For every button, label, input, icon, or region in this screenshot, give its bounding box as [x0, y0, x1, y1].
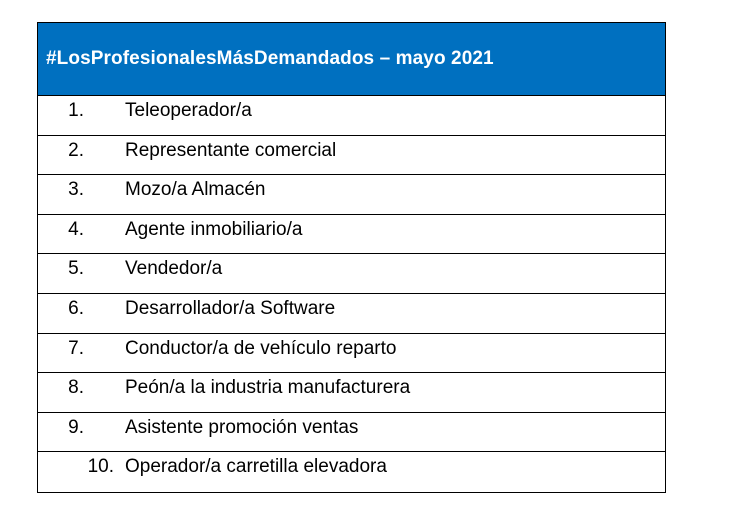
table-row: 8. Peón/a la industria manufacturera: [38, 373, 665, 413]
row-label: Agente inmobiliario/a: [125, 218, 303, 240]
row-label: Vendedor/a: [125, 258, 223, 280]
row-number: 3.: [68, 179, 84, 201]
row-label: Asistente promoción ventas: [125, 416, 359, 438]
table-row: 4. Agente inmobiliario/a: [38, 215, 665, 255]
row-number: 6.: [68, 297, 84, 319]
table-body: 1. Teleoperador/a 2. Representante comercia…: [38, 96, 665, 492]
table-header: #LosProfesionalesMásDemandados – mayo 20…: [38, 23, 665, 96]
row-number: 10.: [87, 456, 114, 478]
row-label: Representante comercial: [125, 139, 337, 161]
table-row: 1. Teleoperador/a: [38, 96, 665, 136]
row-number: 5.: [68, 258, 84, 280]
table-row: 10. Operador/a carretilla elevadora: [38, 452, 665, 492]
row-number: 4.: [68, 218, 84, 240]
table-row: 3. Mozo/a Almacén: [38, 175, 665, 215]
table-row: 9. Asistente promoción ventas: [38, 413, 665, 453]
row-label: Peón/a la industria manufacturera: [125, 377, 411, 399]
row-number: 8.: [68, 377, 84, 399]
ranking-table: #LosProfesionalesMásDemandados – mayo 20…: [37, 22, 666, 493]
table-title: #LosProfesionalesMásDemandados – mayo 20…: [46, 48, 494, 69]
row-label: Desarrollador/a Software: [125, 297, 336, 319]
table-row: 5. Vendedor/a: [38, 254, 665, 294]
row-label: Teleoperador/a: [125, 100, 252, 121]
table-row: 6. Desarrollador/a Software: [38, 294, 665, 334]
row-label: Mozo/a Almacén: [125, 179, 266, 201]
row-number: 1.: [68, 100, 84, 121]
table-row: 7. Conductor/a de vehículo reparto: [38, 334, 665, 374]
table-row: 2. Representante comercial: [38, 136, 665, 176]
row-label: Conductor/a de vehículo reparto: [125, 337, 397, 359]
row-number: 9.: [68, 416, 84, 438]
row-label: Operador/a carretilla elevadora: [125, 456, 387, 478]
row-number: 7.: [68, 337, 84, 359]
row-number: 2.: [68, 139, 84, 161]
